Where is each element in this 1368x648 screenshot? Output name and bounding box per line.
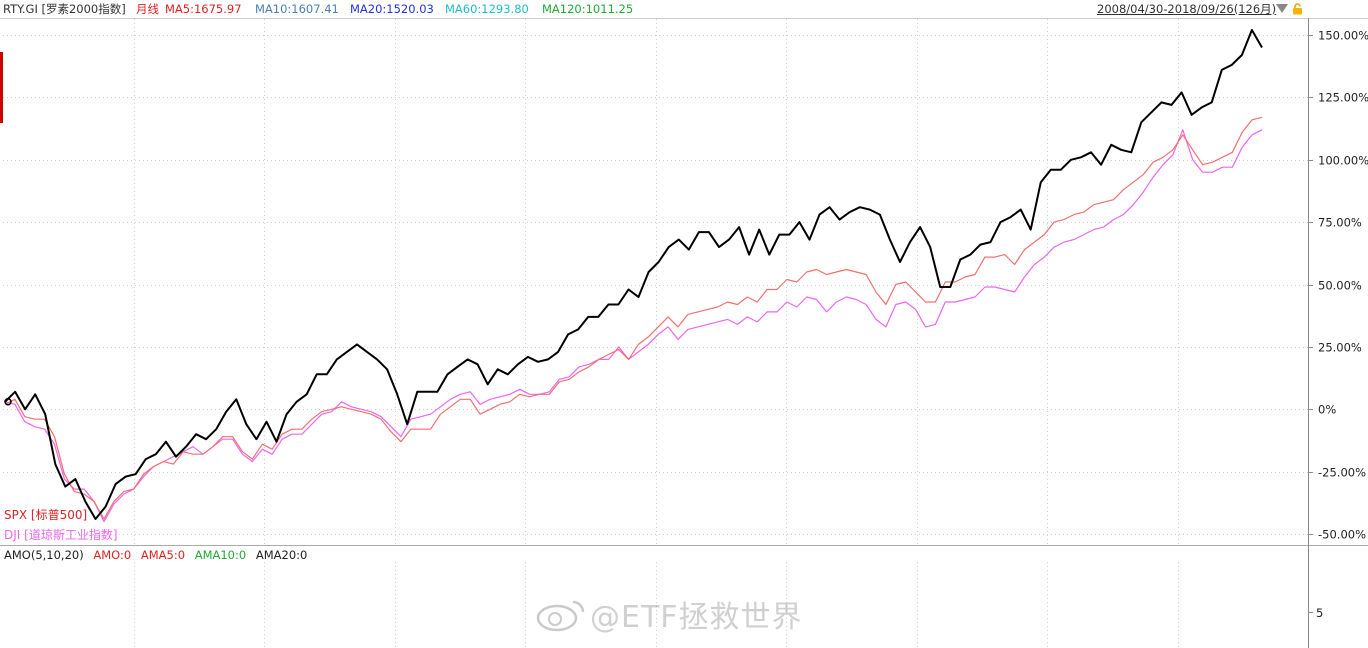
symbol-label: RTY.GI [罗素2000指数] — [3, 2, 126, 16]
ma20-label: MA20:1520.03 — [350, 2, 434, 16]
amo-tick-label: 5 — [1316, 606, 1323, 620]
ma5-label: MA5:1675.97 — [165, 2, 242, 16]
ma10-label: MA10:1607.41 — [255, 2, 339, 16]
ma120-label: MA120:1011.25 — [542, 2, 634, 16]
dropdown-triangle-icon[interactable] — [1276, 4, 1288, 13]
watermark-text: @ETF拯救世界 — [590, 600, 803, 635]
ma60-label: MA60:1293.80 — [445, 2, 529, 16]
y-tick-label: -25.00% — [1318, 466, 1366, 480]
y-tick-label: 50.00% — [1318, 279, 1362, 293]
chart-header: RTY.GI [罗素2000指数] 月线 MA5:1675.97 MA10:16… — [0, 0, 1368, 18]
y-tick-label: 100.00% — [1318, 154, 1368, 168]
ama20-value: AMA20:0 — [255, 548, 308, 562]
amo-title: AMO(5,10,20) — [4, 548, 84, 562]
series-line-dji — [4, 129, 1263, 523]
ama10-value: AMA10:0 — [194, 548, 247, 562]
date-range-label[interactable]: 2008/04/30-2018/09/26(126月) — [1097, 2, 1277, 16]
legend-dji: DJI [道琼斯工业指数] — [4, 528, 118, 542]
y-tick-label: -50.00% — [1318, 528, 1366, 542]
series-line-rty — [4, 29, 1263, 520]
left-red-marker — [0, 52, 3, 123]
y-tick-label: 125.00% — [1318, 91, 1368, 105]
lock-icon[interactable] — [1292, 3, 1303, 15]
y-tick-label: 25.00% — [1318, 341, 1362, 355]
period-label[interactable]: 月线 — [136, 2, 159, 16]
weibo-logo-icon — [536, 600, 585, 632]
amo-indicator-row: AMO(5,10,20) AMO:0 AMA5:0 AMA10:0 AMA20:… — [4, 548, 313, 562]
y-tick-label: 150.00% — [1318, 29, 1368, 43]
amo-value: AMO:0 — [93, 548, 132, 562]
y-tick-label: 75.00% — [1318, 216, 1362, 230]
ama5-value: AMA5:0 — [140, 548, 186, 562]
y-tick-label: 0% — [1318, 403, 1336, 417]
series-line-spx — [4, 116, 1263, 520]
series-start-marker — [4, 398, 12, 406]
legend-spx: SPX [标普500] — [4, 508, 88, 522]
